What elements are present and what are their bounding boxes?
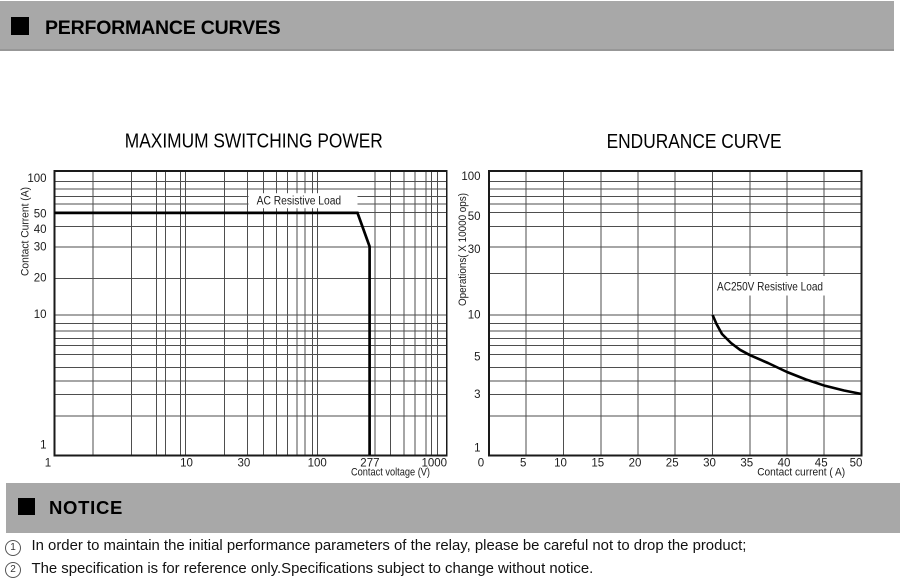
svg-text:50: 50	[34, 209, 47, 221]
svg-text:ENDURANCE CURVE: ENDURANCE CURVE	[607, 130, 782, 153]
svg-text:3: 3	[474, 389, 480, 401]
svg-text:100: 100	[461, 171, 480, 183]
svg-text:40: 40	[34, 224, 47, 236]
svg-text:1: 1	[474, 443, 480, 455]
svg-text:10: 10	[34, 309, 47, 321]
svg-text:10: 10	[180, 458, 193, 470]
svg-text:35: 35	[740, 458, 753, 470]
svg-text:30: 30	[238, 458, 251, 470]
svg-text:Contact voltage (V): Contact voltage (V)	[351, 467, 430, 479]
svg-text:25: 25	[666, 458, 679, 470]
svg-text:Operations( X 10000 ops): Operations( X 10000 ops)	[457, 193, 469, 306]
svg-text:100: 100	[308, 458, 327, 470]
svg-text:277: 277	[360, 458, 379, 470]
svg-text:MAXIMUM SWITCHING POWER: MAXIMUM SWITCHING POWER	[125, 129, 383, 152]
svg-text:5: 5	[474, 352, 480, 364]
svg-text:AC250V Resistive Load: AC250V Resistive Load	[717, 280, 823, 294]
svg-text:5: 5	[520, 458, 526, 470]
svg-text:15: 15	[591, 458, 604, 470]
svg-text:1000: 1000	[422, 458, 448, 470]
svg-text:10: 10	[468, 310, 481, 322]
svg-text:50: 50	[850, 458, 863, 470]
svg-text:40: 40	[778, 458, 791, 470]
svg-text:50: 50	[468, 211, 481, 223]
svg-text:Contact Current (A): Contact Current (A)	[20, 187, 32, 276]
svg-text:1: 1	[45, 458, 51, 470]
svg-text:30: 30	[468, 244, 481, 256]
svg-text:100: 100	[27, 173, 46, 185]
svg-text:0: 0	[478, 458, 484, 470]
svg-text:45: 45	[815, 458, 828, 470]
svg-text:Contact current ( A): Contact current ( A)	[757, 467, 845, 479]
svg-text:30: 30	[34, 242, 47, 254]
svg-text:10: 10	[554, 458, 567, 470]
svg-text:1: 1	[40, 439, 46, 451]
svg-text:30: 30	[703, 458, 716, 470]
svg-text:20: 20	[34, 273, 47, 285]
svg-text:20: 20	[629, 458, 642, 470]
svg-text:AC Resistive Load: AC Resistive Load	[257, 196, 342, 208]
